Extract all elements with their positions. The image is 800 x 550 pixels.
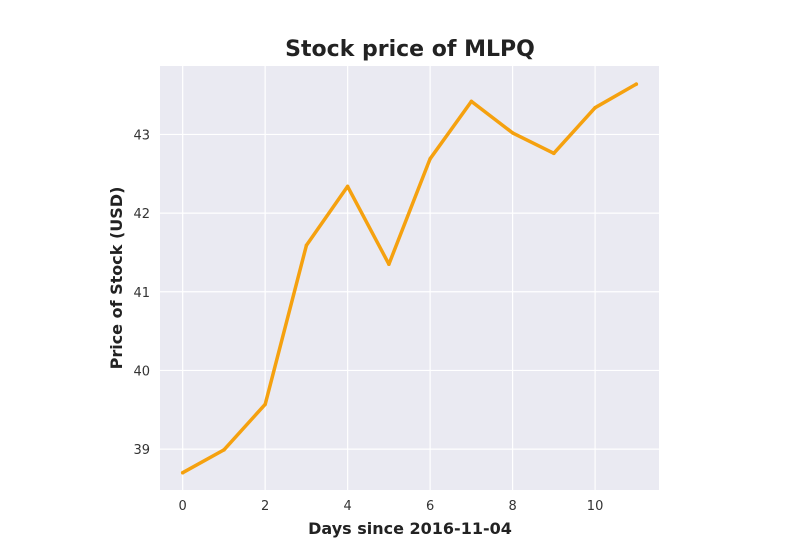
data-point (469, 99, 474, 104)
x-tick-label: 6 (426, 499, 434, 514)
x-tick-label: 2 (261, 499, 269, 514)
y-gridlines (160, 133, 659, 450)
data-point (552, 151, 556, 156)
x-tick-label: 10 (587, 499, 604, 514)
chart-title: Stock price of MLPQ (285, 37, 535, 62)
y-tick-label: 41 (133, 286, 150, 301)
plot-area (160, 66, 659, 490)
data-point (180, 470, 185, 475)
x-tick-label: 8 (508, 499, 516, 514)
y-tick-label: 39 (133, 443, 150, 458)
x-gridlines (182, 66, 596, 490)
y-tick-label: 42 (133, 207, 150, 222)
y-tick-labels: 39 40 41 42 43 (133, 128, 150, 458)
data-point (263, 402, 267, 407)
price-line (180, 82, 639, 475)
data-point (510, 131, 515, 135)
x-tick-label: 0 (179, 499, 187, 514)
data-points (180, 82, 639, 475)
x-tick-labels: 0 2 4 6 8 10 (179, 499, 604, 514)
y-tick-label: 43 (133, 128, 150, 143)
y-axis-label: Price of Stock (USD) (107, 187, 126, 370)
data-point (593, 105, 597, 110)
data-point (387, 262, 391, 266)
data-point (304, 243, 309, 248)
x-axis-label: Days since 2016-11-04 (308, 519, 512, 538)
y-tick-label: 40 (133, 364, 150, 379)
data-point (345, 184, 350, 189)
x-tick-label: 4 (343, 499, 351, 514)
data-point (634, 82, 639, 86)
data-point (222, 448, 226, 452)
data-point (428, 157, 432, 161)
